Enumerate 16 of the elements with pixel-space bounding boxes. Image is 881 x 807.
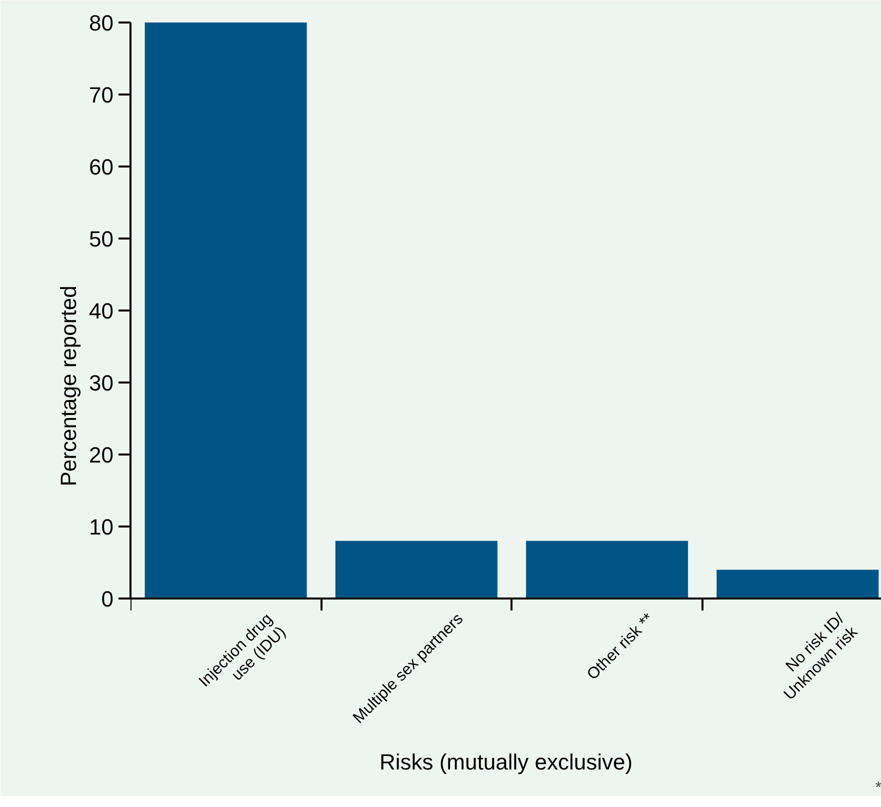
y-axis-title: Percentage reported [56, 286, 82, 486]
y-tick-label: 20 [89, 442, 114, 468]
y-tick-label: 70 [89, 82, 114, 108]
y-tick-label: 0 [101, 586, 114, 612]
y-tick-label: 30 [89, 370, 114, 396]
y-tick-label: 80 [89, 10, 114, 36]
y-tick-label: 60 [89, 154, 114, 180]
bar [144, 22, 307, 598]
y-tick-label: 10 [89, 514, 114, 540]
bar [335, 540, 498, 598]
text: * [875, 780, 881, 796]
bar [716, 570, 879, 598]
y-tick-label: 50 [89, 226, 114, 252]
y-tick-label: 40 [89, 298, 114, 324]
bar [526, 540, 688, 598]
x-axis-title: Risks (mutually exclusive) [379, 750, 633, 774]
